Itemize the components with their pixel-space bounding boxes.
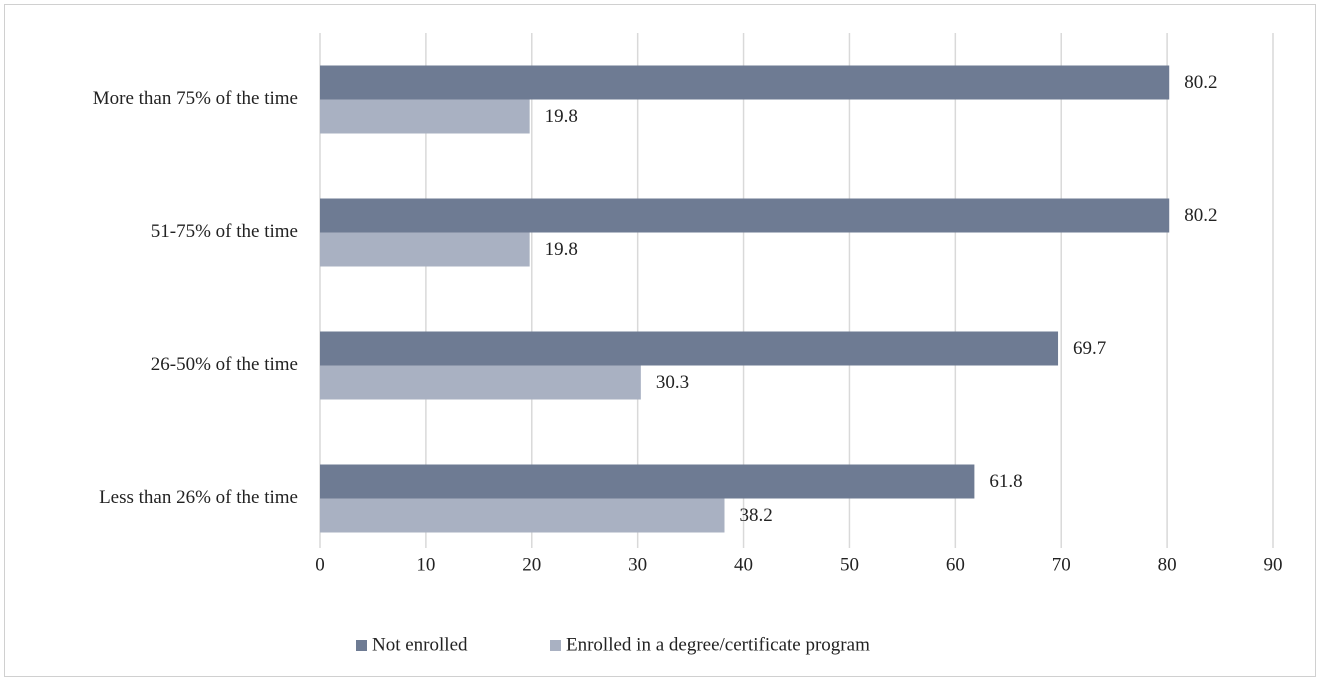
- data-label: 69.7: [1073, 338, 1106, 359]
- x-tick-label: 60: [946, 554, 965, 575]
- bar: [320, 232, 530, 267]
- data-label: 80.2: [1184, 205, 1217, 226]
- bar: [320, 99, 530, 134]
- y-tick-label: Less than 26% of the time: [99, 487, 298, 508]
- y-tick-label: 51-75% of the time: [151, 221, 298, 242]
- legend-swatch: [356, 640, 367, 651]
- x-tick-label: 30: [628, 554, 647, 575]
- data-label: 61.8: [989, 471, 1022, 492]
- x-tick-label: 40: [734, 554, 753, 575]
- x-tick-label: 10: [416, 554, 435, 575]
- bar: [320, 498, 725, 533]
- legend-label: Not enrolled: [372, 634, 468, 655]
- bar: [320, 65, 1170, 100]
- x-tick-label: 20: [522, 554, 541, 575]
- data-label: 19.8: [545, 239, 578, 260]
- x-tick-label: 0: [315, 554, 325, 575]
- legend-label: Enrolled in a degree/certificate program: [566, 634, 870, 655]
- x-tick-label: 50: [840, 554, 859, 575]
- data-label: 30.3: [656, 372, 689, 393]
- bar: [320, 464, 975, 499]
- x-tick-label: 80: [1158, 554, 1177, 575]
- data-label: 38.2: [739, 505, 772, 526]
- data-label: 19.8: [545, 106, 578, 127]
- x-tick-label: 70: [1052, 554, 1071, 575]
- y-tick-label: 26-50% of the time: [151, 354, 298, 375]
- bar: [320, 365, 641, 400]
- x-tick-label: 90: [1264, 554, 1283, 575]
- bar: [320, 198, 1170, 233]
- legend-swatch: [550, 640, 561, 651]
- data-label: 80.2: [1184, 72, 1217, 93]
- y-tick-label: More than 75% of the time: [93, 88, 298, 109]
- bar: [320, 331, 1059, 366]
